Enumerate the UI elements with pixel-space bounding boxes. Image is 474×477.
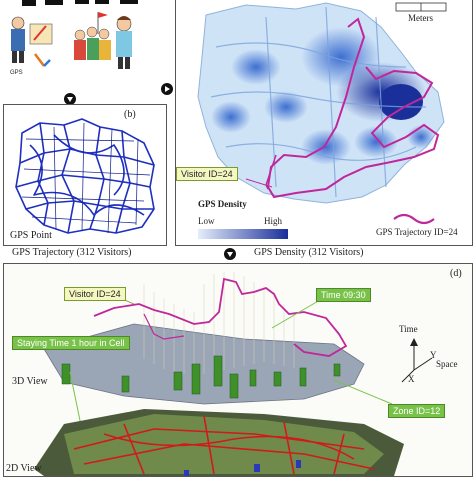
gps-point-label: GPS Point	[10, 230, 52, 241]
arrow-right-icon	[161, 83, 173, 95]
visitor-id-label: Visitor ID=24	[176, 167, 238, 181]
axis-y-label: Y	[430, 350, 437, 360]
panel-a-illustration: GPS	[0, 0, 163, 95]
view-2d-label: 2D View	[6, 463, 42, 474]
view-3d-label: 3D View	[12, 376, 48, 387]
gps-density-map	[197, 2, 447, 239]
staying-time-label: Staying Time 1 hour in Cell	[12, 336, 130, 350]
density-legend-high: High	[264, 216, 282, 226]
svg-text:GPS: GPS	[10, 70, 23, 76]
panel-d-3d-view: (d)	[3, 263, 473, 477]
density-legend-title: GPS Density	[198, 199, 247, 209]
panel-b-letter: (b)	[124, 109, 136, 120]
visitor-id-label-3d: Visitor ID=24	[64, 287, 126, 301]
panel-c-gps-density: Meters Visitor ID=24 GPS Density Low Hig…	[175, 0, 473, 246]
panel-b-gps-trajectory: (b) GPS Point	[3, 104, 167, 246]
axis-space-label: Space	[436, 359, 458, 369]
arrow-down-icon	[224, 248, 236, 260]
scale-bar-label: Meters	[408, 13, 433, 23]
axis-time-label: Time	[399, 324, 418, 334]
panel-d-letter: (d)	[450, 268, 462, 279]
trajectory-legend-label: GPS Trajectory ID=24	[376, 227, 458, 237]
panel-b-caption: GPS Trajectory (312 Visitors)	[12, 247, 132, 258]
panel-c-caption: GPS Density (312 Visitors)	[254, 247, 364, 258]
visitors-illustration: GPS	[10, 0, 138, 76]
arrow-down-icon	[64, 93, 76, 105]
density-legend-low: Low	[198, 216, 215, 226]
time-label: Time 09:30	[316, 288, 371, 302]
axis-x-label: X	[408, 374, 415, 384]
zone-id-label: Zone ID=12	[388, 404, 446, 418]
gps-trajectory-map	[15, 118, 155, 234]
